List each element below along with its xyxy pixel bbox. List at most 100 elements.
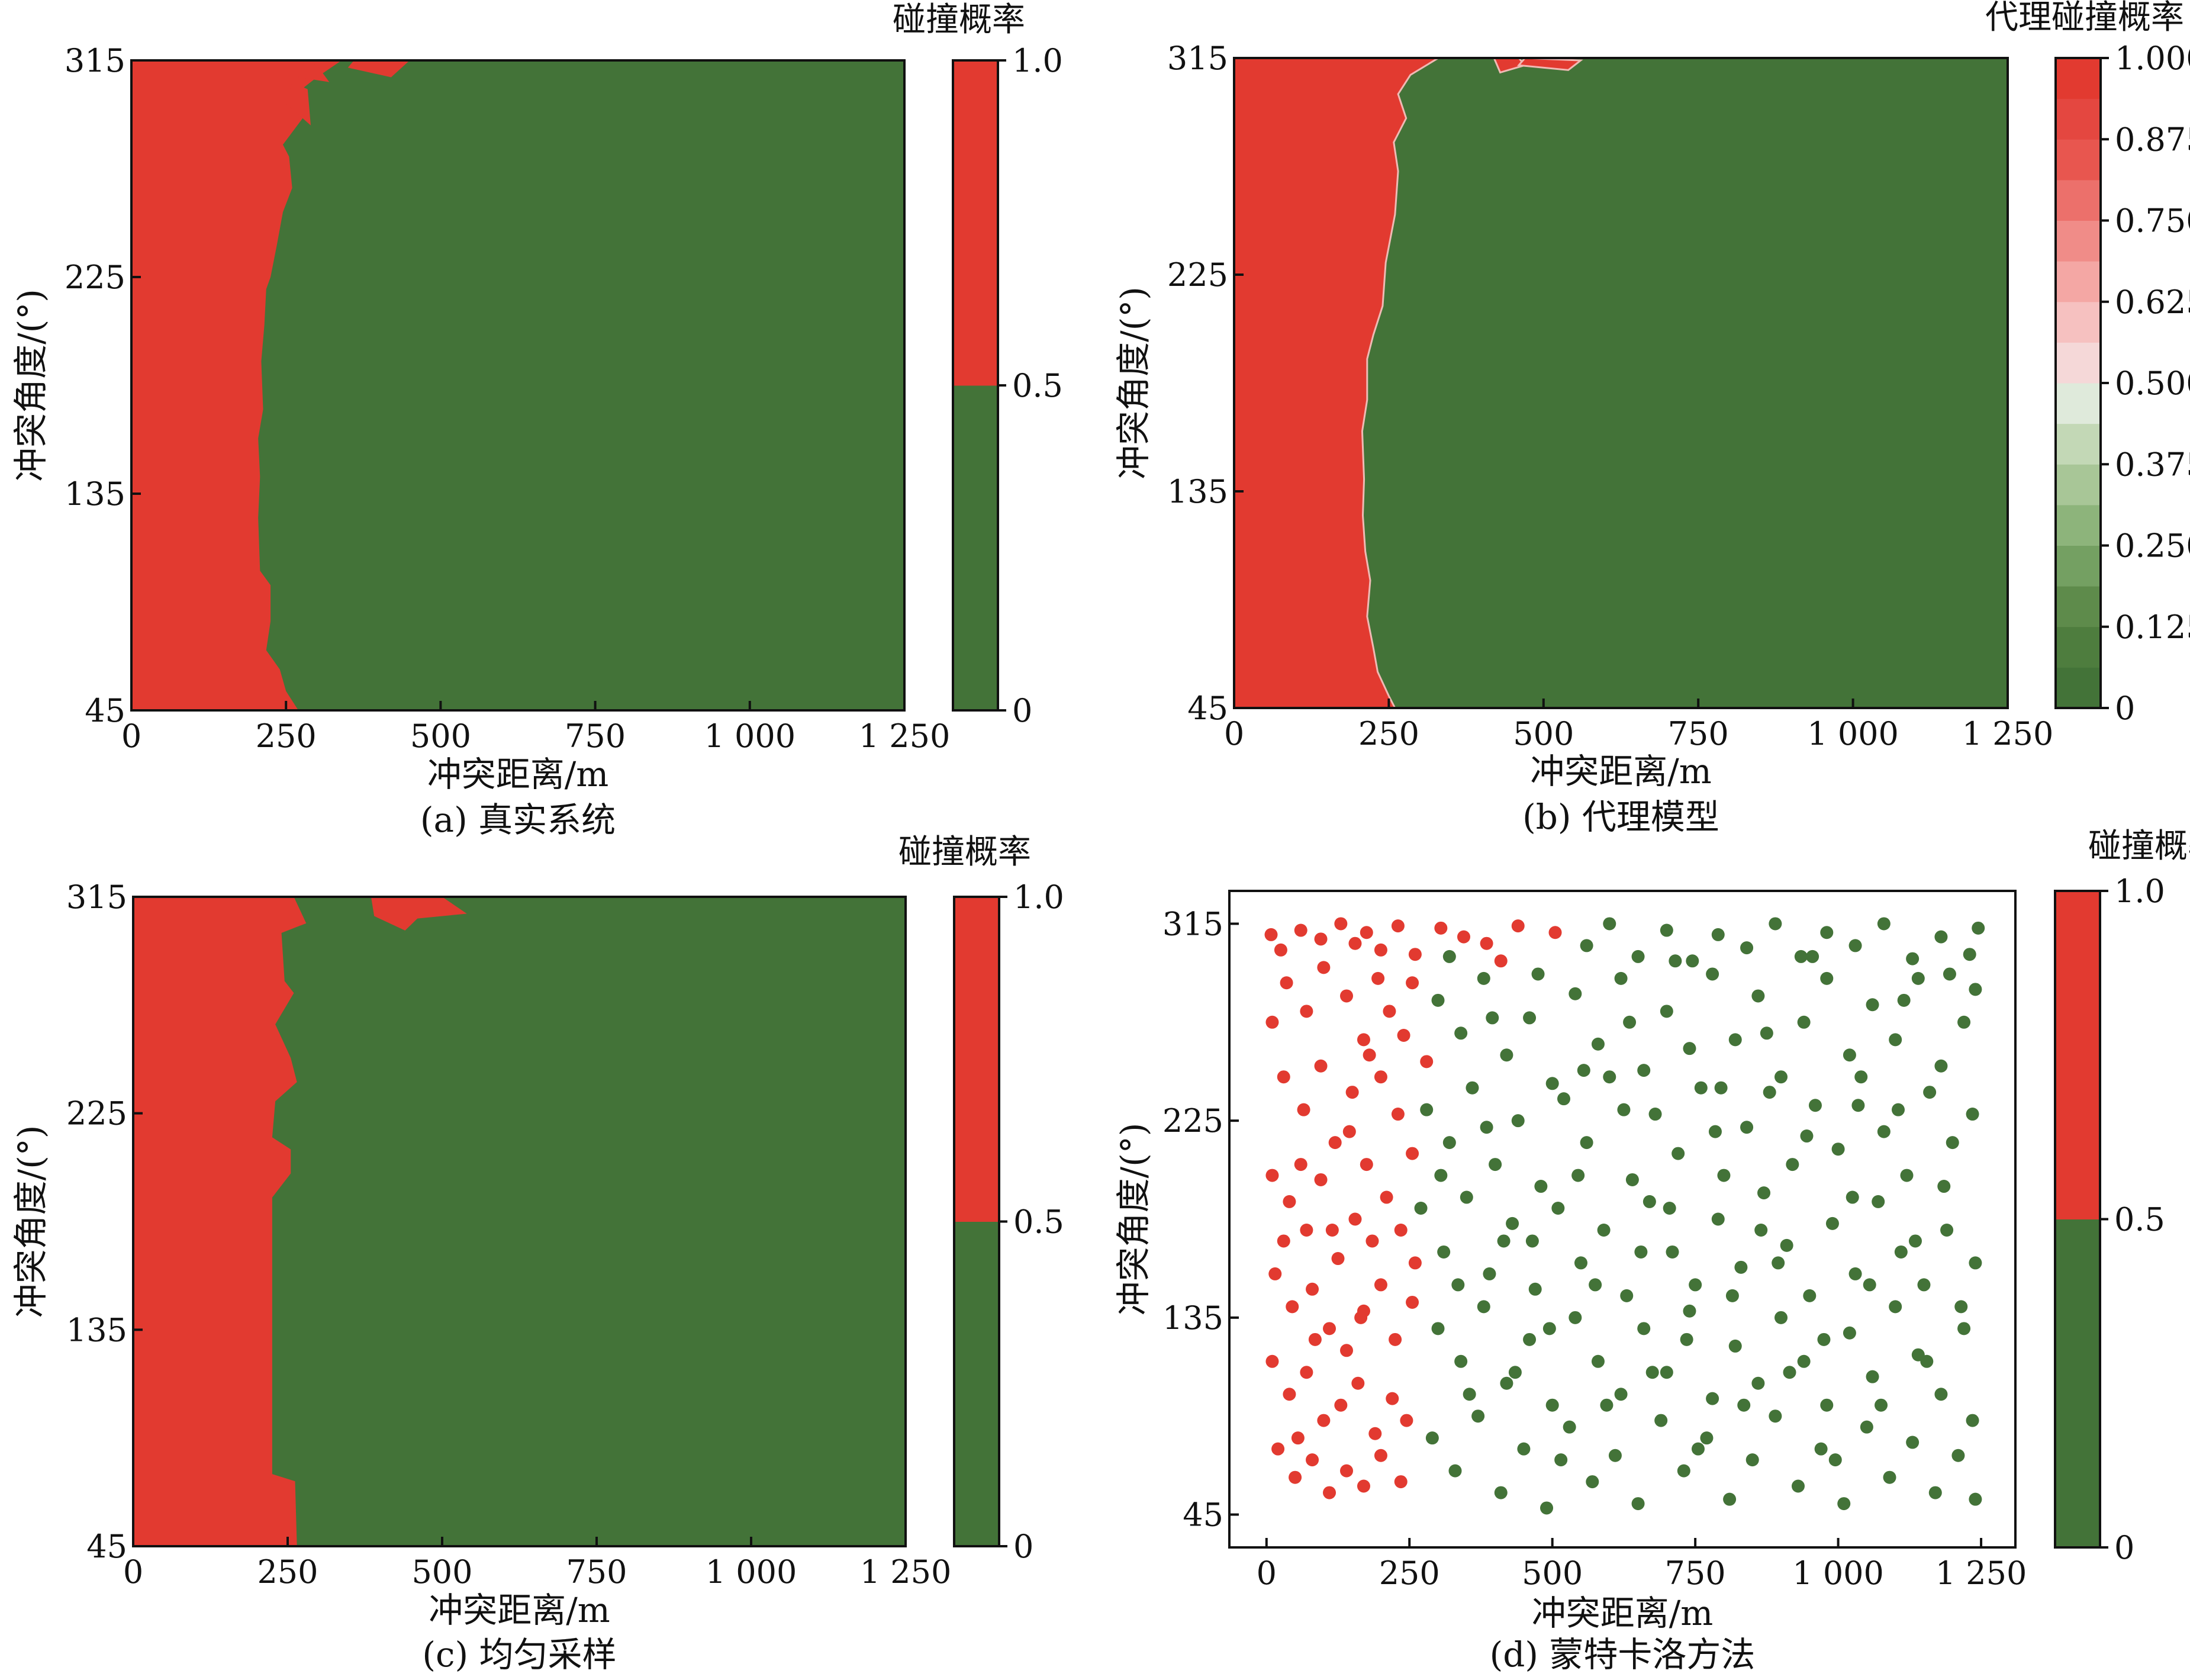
colorbar-segment: [2056, 586, 2101, 627]
safe-sample-point: [1506, 1216, 1519, 1230]
collision-sample-point: [1389, 1333, 1402, 1346]
x-tick-label: 1 250: [859, 717, 951, 755]
y-tick-label: 225: [1167, 256, 1228, 294]
safe-sample-point: [1837, 1497, 1851, 1511]
safe-sample-point: [1774, 1311, 1788, 1324]
colorbar-tick-label: 1.0: [1013, 878, 1064, 916]
safe-sample-point: [1806, 950, 1819, 963]
safe-sample-point: [1545, 1077, 1559, 1090]
safe-sample-point: [1954, 1300, 1968, 1314]
x-axis-label: 冲突距离/m: [1530, 751, 1712, 791]
safe-sample-point: [1711, 928, 1725, 941]
safe-sample-point: [1892, 1103, 1905, 1116]
colorbar-segment: [2056, 423, 2101, 465]
safe-sample-point: [1923, 1086, 1937, 1099]
colorbar-segment: [2056, 261, 2101, 302]
collision-sample-point: [1331, 1252, 1345, 1266]
safe-sample-point: [1875, 1398, 1888, 1412]
y-tick-label: 45: [86, 1528, 127, 1565]
x-tick-label: 0: [1257, 1555, 1277, 1592]
safe-sample-point: [1908, 1234, 1922, 1248]
collision-sample-point: [1391, 919, 1405, 933]
collision-sample-point: [1480, 936, 1493, 950]
collision-sample-point: [1317, 1414, 1331, 1427]
safe-sample-point: [1706, 967, 1719, 981]
collision-sample-point: [1363, 1048, 1376, 1062]
colorbar-tick-label: 0.5: [2114, 1201, 2165, 1238]
safe-sample-point: [1754, 1223, 1768, 1237]
x-tick-label: 1 000: [1792, 1555, 1884, 1592]
collision-sample-point: [1360, 926, 1373, 939]
colorbar-tick-label: 0: [1013, 1528, 1033, 1565]
safe-sample-point: [1554, 1453, 1568, 1467]
collision-sample-point: [1283, 1388, 1296, 1401]
collision-sample-point: [1306, 1282, 1319, 1296]
safe-sample-point: [1966, 1414, 1979, 1427]
safe-sample-point: [1494, 1486, 1508, 1499]
colorbar-tick-label: 0.5: [1012, 367, 1063, 404]
safe-sample-point: [1934, 1059, 1948, 1073]
x-tick-label: 750: [566, 1553, 627, 1591]
safe-sample-point: [1660, 923, 1673, 937]
colorbar-segment: [2056, 504, 2101, 546]
collision-island: [371, 897, 467, 931]
safe-sample-point: [1740, 1121, 1754, 1134]
collision-island: [347, 60, 410, 78]
collision-sample-point: [1548, 926, 1562, 939]
collision-sample-point: [1289, 1470, 1302, 1484]
collision-sample-point: [1294, 1158, 1307, 1172]
safe-sample-point: [1946, 1136, 1959, 1150]
colorbar-segment: [2056, 301, 2101, 343]
collision-sample-point: [1264, 928, 1278, 941]
safe-sample-point: [1683, 1042, 1696, 1055]
x-tick-label: 500: [410, 717, 471, 755]
collision-sample-point: [1374, 1278, 1387, 1292]
collision-sample-point: [1314, 1173, 1328, 1186]
safe-sample-point: [1551, 1202, 1565, 1215]
y-axis-label: 冲突角度/(°): [1113, 287, 1154, 479]
safe-sample-point: [1589, 1278, 1602, 1292]
safe-sample-point: [1425, 1431, 1439, 1445]
colorbar-segment: [953, 385, 998, 711]
y-tick-label: 315: [66, 878, 127, 916]
safe-sample-point: [1477, 971, 1490, 985]
safe-sample-point: [1728, 1339, 1742, 1353]
collision-sample-point: [1374, 1449, 1387, 1462]
safe-sample-point: [1928, 1486, 1942, 1499]
colorbar-segment: [2056, 342, 2101, 384]
x-tick-label: 750: [1668, 715, 1729, 752]
safe-sample-point: [1774, 1070, 1788, 1084]
safe-sample-point: [1763, 1086, 1776, 1099]
safe-sample-point: [1608, 1449, 1622, 1462]
safe-sample-point: [1872, 1195, 1885, 1208]
panel-subtitle: (a) 真实系统: [420, 800, 616, 840]
safe-sample-point: [1528, 1282, 1542, 1296]
y-tick-label: 225: [1162, 1102, 1223, 1140]
collision-sample-point: [1265, 1354, 1279, 1368]
safe-sample-point: [1831, 1142, 1845, 1156]
safe-sample-point: [1683, 1304, 1696, 1318]
safe-sample-point: [1817, 1333, 1831, 1346]
safe-sample-point: [1846, 1190, 1859, 1204]
safe-sample-point: [1680, 1333, 1693, 1346]
colorbar-tick-label: 0: [2115, 690, 2135, 727]
collision-sample-point: [1383, 1005, 1396, 1018]
safe-sample-point: [1620, 1289, 1634, 1302]
collision-sample-point: [1300, 1005, 1313, 1018]
safe-sample-point: [1860, 1420, 1873, 1434]
safe-sample-point: [1843, 1326, 1856, 1340]
plot-frame: [1233, 57, 2009, 709]
collision-sample-point: [1306, 1453, 1319, 1467]
safe-sample-point: [1714, 1081, 1728, 1095]
x-tick-label: 750: [1665, 1555, 1726, 1592]
safe-sample-point: [1917, 1278, 1931, 1292]
panel-subtitle: (c) 均匀采样: [422, 1634, 616, 1675]
safe-sample-point: [1451, 1278, 1465, 1292]
colorbar-segment: [2056, 383, 2101, 424]
safe-sample-point: [1780, 1238, 1793, 1252]
safe-sample-point: [1637, 1322, 1651, 1335]
safe-sample-point: [1591, 1354, 1605, 1368]
colorbar-title: 碰撞概率: [898, 833, 1031, 871]
safe-sample-point: [1797, 1015, 1811, 1029]
